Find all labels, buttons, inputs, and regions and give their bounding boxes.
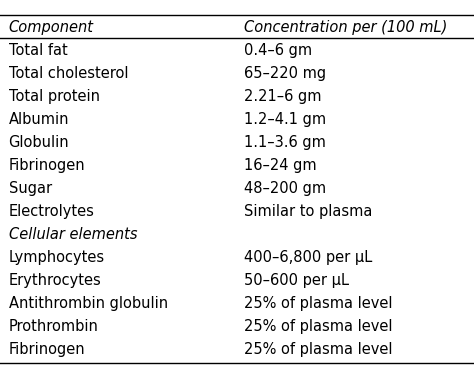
Text: 1.2–4.1 gm: 1.2–4.1 gm (244, 112, 326, 127)
Text: Similar to plasma: Similar to plasma (244, 204, 373, 219)
Text: Albumin: Albumin (9, 112, 69, 127)
Text: Cellular elements: Cellular elements (9, 227, 137, 242)
Text: 1.1–3.6 gm: 1.1–3.6 gm (244, 135, 326, 150)
Text: 25% of plasma level: 25% of plasma level (244, 319, 392, 334)
Text: Total protein: Total protein (9, 89, 100, 104)
Text: 50–600 per μL: 50–600 per μL (244, 273, 349, 288)
Text: 0.4–6 gm: 0.4–6 gm (244, 43, 312, 58)
Text: 65–220 mg: 65–220 mg (244, 66, 326, 81)
Text: Concentration per (100 mL): Concentration per (100 mL) (244, 20, 447, 35)
Text: Total fat: Total fat (9, 43, 67, 58)
Text: Prothrombin: Prothrombin (9, 319, 99, 334)
Text: 2.21–6 gm: 2.21–6 gm (244, 89, 322, 104)
Text: Antithrombin globulin: Antithrombin globulin (9, 296, 168, 311)
Text: Erythrocytes: Erythrocytes (9, 273, 101, 288)
Text: 16–24 gm: 16–24 gm (244, 158, 317, 173)
Text: 25% of plasma level: 25% of plasma level (244, 342, 392, 357)
Text: Lymphocytes: Lymphocytes (9, 250, 105, 265)
Text: Globulin: Globulin (9, 135, 69, 150)
Text: Fibrinogen: Fibrinogen (9, 342, 85, 357)
Text: 25% of plasma level: 25% of plasma level (244, 296, 392, 311)
Text: Sugar: Sugar (9, 181, 52, 196)
Text: Component: Component (9, 20, 93, 35)
Text: 400–6,800 per μL: 400–6,800 per μL (244, 250, 373, 265)
Text: 48–200 gm: 48–200 gm (244, 181, 326, 196)
Text: Total cholesterol: Total cholesterol (9, 66, 128, 81)
Text: Electrolytes: Electrolytes (9, 204, 94, 219)
Text: Fibrinogen: Fibrinogen (9, 158, 85, 173)
